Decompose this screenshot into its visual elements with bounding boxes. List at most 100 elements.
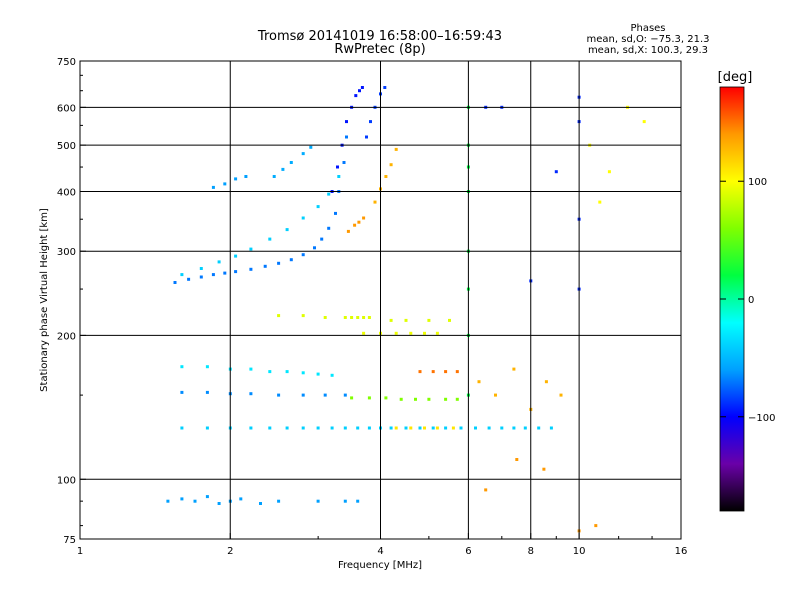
y-axis: 75 100 200 300 400 500 600 750 bbox=[57, 57, 86, 546]
data-points bbox=[166, 86, 646, 533]
data-point-14-1 bbox=[409, 426, 413, 430]
data-point-0-1 bbox=[187, 277, 191, 281]
data-point-9-3 bbox=[409, 331, 413, 335]
data-point-8-0 bbox=[277, 314, 281, 318]
data-point-1-5 bbox=[268, 237, 272, 241]
x-tick-label-1: 2 bbox=[227, 546, 233, 557]
data-point-16-9 bbox=[316, 499, 320, 503]
data-point-9-5 bbox=[435, 331, 439, 335]
data-point-12-0 bbox=[350, 396, 354, 400]
data-point-13-13 bbox=[389, 426, 393, 430]
y-tick-label-1: 100 bbox=[57, 475, 76, 486]
data-point-13-16 bbox=[431, 426, 435, 430]
data-point-0-5 bbox=[234, 270, 238, 274]
data-point-20-5 bbox=[559, 393, 563, 397]
grid-lines bbox=[80, 61, 681, 539]
x-tick-label-5: 10 bbox=[573, 546, 586, 557]
data-point-16-11 bbox=[356, 499, 360, 503]
data-point-15-1 bbox=[431, 370, 435, 374]
data-point-1-4 bbox=[249, 247, 253, 251]
data-point-19-1 bbox=[598, 200, 602, 204]
data-point-0-4 bbox=[223, 271, 227, 275]
y-tick-label-5: 500 bbox=[57, 141, 76, 152]
data-point-4-0 bbox=[346, 229, 350, 233]
data-point-0-3 bbox=[211, 273, 215, 277]
x-tick-label-0: 1 bbox=[77, 546, 83, 557]
data-point-0-16 bbox=[342, 161, 346, 164]
data-point-12-1 bbox=[367, 396, 371, 400]
data-point-13-19 bbox=[474, 426, 477, 430]
data-point-6-0 bbox=[211, 185, 215, 189]
x-tick-label-4: 8 bbox=[528, 546, 534, 557]
data-point-8-10 bbox=[427, 318, 431, 322]
data-point-13-11 bbox=[367, 426, 371, 430]
data-point-11-3 bbox=[249, 392, 253, 396]
x-tick-label-6: 16 bbox=[675, 546, 688, 557]
data-point-9-0 bbox=[362, 331, 366, 335]
data-point-0-0 bbox=[173, 281, 177, 284]
data-point-13-23 bbox=[523, 426, 527, 430]
data-point-13-22 bbox=[512, 426, 516, 430]
data-point-0-8 bbox=[277, 261, 281, 265]
data-point-1-9 bbox=[327, 192, 331, 196]
data-point-11-0 bbox=[180, 390, 184, 394]
data-point-8-5 bbox=[356, 316, 360, 319]
data-point-13-21 bbox=[500, 426, 504, 430]
data-point-0-11 bbox=[313, 246, 316, 250]
data-point-8-6 bbox=[362, 316, 366, 319]
data-point-12-7 bbox=[455, 397, 459, 401]
data-point-8-4 bbox=[350, 316, 354, 319]
data-point-20-2 bbox=[512, 367, 516, 371]
y-tick-label-3: 300 bbox=[57, 247, 76, 258]
data-point-2-6 bbox=[358, 89, 361, 93]
y-tick-label-7: 750 bbox=[57, 57, 76, 68]
data-point-20-4 bbox=[544, 380, 548, 384]
data-point-10-7 bbox=[316, 372, 320, 376]
data-point-16-8 bbox=[277, 499, 281, 503]
data-point-11-6 bbox=[323, 393, 327, 397]
y-axis-label: Stationary phase Virtual Height [km] bbox=[39, 208, 50, 392]
data-point-19-4 bbox=[642, 120, 646, 124]
y-tick-label-2: 200 bbox=[57, 331, 76, 342]
data-point-9-4 bbox=[423, 331, 426, 335]
data-point-1-0 bbox=[180, 273, 184, 277]
data-point-0-14 bbox=[334, 211, 337, 215]
data-point-0-13 bbox=[327, 226, 331, 230]
data-point-20-0 bbox=[477, 380, 481, 384]
data-point-7-0 bbox=[272, 175, 276, 178]
data-point-13-0 bbox=[180, 426, 184, 430]
data-point-13-10 bbox=[356, 426, 360, 430]
data-point-6-1 bbox=[223, 182, 227, 186]
data-point-13-20 bbox=[487, 426, 491, 430]
x-axis: 1 2 4 6 8 10 16 bbox=[77, 533, 688, 557]
data-point-21-2 bbox=[542, 467, 546, 471]
data-point-8-8 bbox=[389, 318, 393, 322]
data-point-18-3 bbox=[554, 170, 558, 174]
data-point-16-3 bbox=[205, 495, 209, 499]
data-point-12-6 bbox=[444, 397, 448, 401]
data-point-1-10 bbox=[337, 175, 341, 178]
data-point-11-1 bbox=[205, 390, 209, 394]
data-point-8-7 bbox=[367, 316, 371, 319]
data-point-15-2 bbox=[444, 370, 448, 374]
colorbar-ticks: 100 0 −100 bbox=[720, 177, 775, 424]
x-axis-label: Frequency [MHz] bbox=[338, 560, 422, 571]
data-point-5-4 bbox=[394, 147, 398, 151]
colorbar-tick-label-1: 0 bbox=[748, 295, 754, 306]
data-point-11-4 bbox=[277, 393, 281, 397]
data-point-0-2 bbox=[199, 275, 203, 279]
chart-subtitle: RwPretec (8p) bbox=[334, 42, 425, 57]
data-point-16-1 bbox=[180, 497, 184, 501]
data-point-6-2 bbox=[234, 177, 238, 181]
y-tick-label-6: 600 bbox=[57, 103, 76, 114]
data-point-3-1 bbox=[369, 120, 372, 124]
data-point-7-3 bbox=[301, 152, 305, 156]
data-point-10-6 bbox=[301, 371, 305, 375]
data-point-10-0 bbox=[180, 365, 184, 369]
data-point-1-8 bbox=[316, 205, 320, 209]
data-point-4-2 bbox=[357, 220, 361, 224]
data-point-13-9 bbox=[343, 426, 347, 430]
colorbar-tick-label-2: −100 bbox=[748, 413, 775, 424]
legend-line-x: mean, sd,X: 100.3, 29.3 bbox=[588, 45, 708, 56]
